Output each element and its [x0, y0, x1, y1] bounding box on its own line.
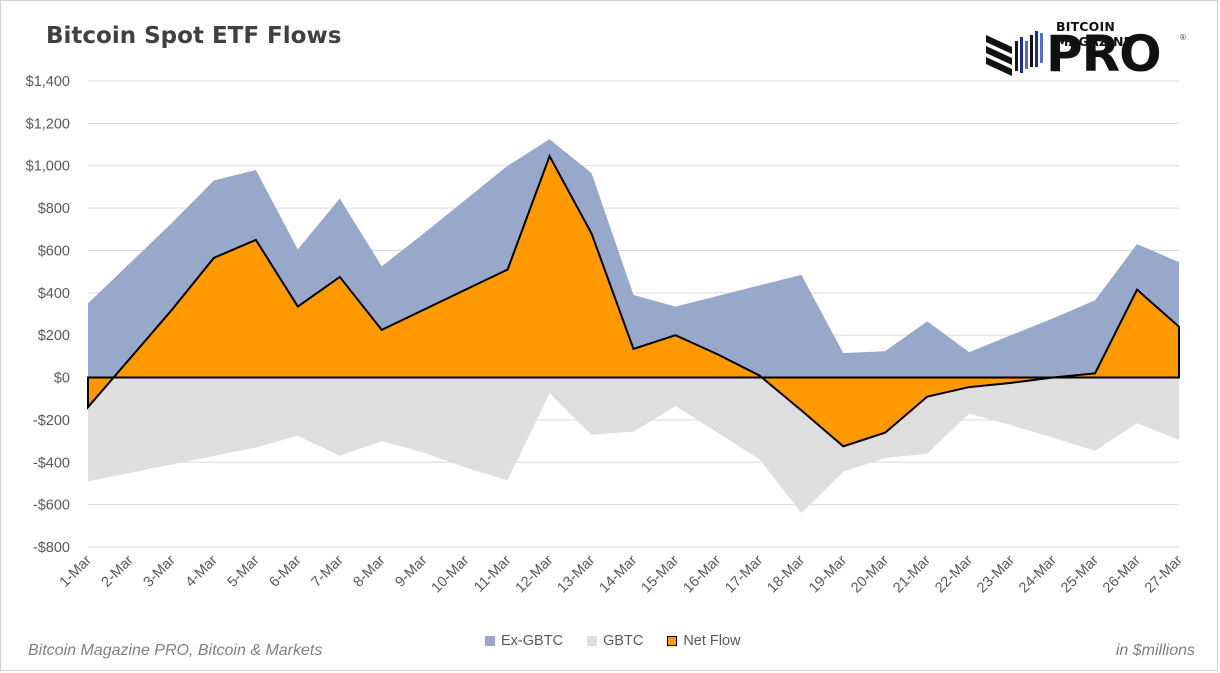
x-tick-label: 18-Mar [764, 552, 808, 596]
area-series [87, 139, 1180, 514]
y-tick-label: -$400 [33, 455, 70, 471]
legend-label-net-flow: Net Flow [683, 633, 741, 649]
legend-item-ex-gbtc: Ex-GBTC [485, 633, 563, 649]
legend-swatch-ex-gbtc [485, 636, 495, 646]
x-tick-label: 11-Mar [471, 552, 514, 595]
y-tick-label: -$200 [33, 413, 70, 429]
chart-plot: $1,400 $1,200 $1,000 $800 $600 $400 $200 $0 -$20… [26, 74, 1186, 596]
x-tick-label: 24-Mar [1016, 552, 1060, 596]
x-tick-label: 1-Mar [57, 552, 95, 590]
legend-label-gbtc: GBTC [603, 633, 644, 649]
y-tick-label: $800 [38, 201, 70, 217]
logo-registered-mark: ® [1180, 33, 1186, 42]
x-tick-label: 13-Mar [555, 552, 599, 596]
source-note: Bitcoin Magazine PRO, Bitcoin & Markets [28, 642, 323, 659]
bitcoin-magazine-pro-logo: BITCOIN MAGAZINE PRO ® [984, 17, 1189, 81]
x-tick-label: 20-Mar [848, 552, 892, 596]
y-tick-label: -$600 [33, 498, 70, 514]
legend-swatch-gbtc [587, 636, 598, 646]
x-tick-label: 14-Mar [597, 552, 641, 596]
y-tick-label: $1,200 [26, 116, 70, 132]
x-tick-label: 15-Mar [638, 552, 682, 596]
legend-label-ex-gbtc: Ex-GBTC [501, 633, 564, 649]
x-tick-label: 5-Mar [225, 552, 263, 590]
x-tick-label: 6-Mar [267, 552, 305, 590]
legend-swatch-net-flow [667, 636, 678, 646]
y-tick-label: $400 [38, 286, 70, 302]
x-tick-label: 19-Mar [806, 552, 850, 596]
x-tick-label: 12-Mar [513, 552, 557, 596]
chart-legend: Ex-GBTC GBTC Net Flow [485, 633, 741, 649]
y-tick-label: $0 [54, 371, 70, 387]
y-tick-label: -$800 [33, 540, 70, 556]
units-note: in $millions [1115, 642, 1195, 659]
x-tick-label: 22-Mar [932, 552, 976, 596]
x-tick-label: 16-Mar [680, 552, 724, 596]
y-tick-label: $1,400 [26, 74, 70, 90]
logo-wordmark: PRO [1046, 25, 1162, 83]
logo-subtitle: BITCOIN MAGAZINE [1056, 19, 1133, 49]
x-tick-label: 25-Mar [1058, 552, 1102, 596]
x-tick-label: 2-Mar [99, 552, 137, 590]
y-tick-label: $600 [38, 243, 70, 259]
x-tick-label: 4-Mar [183, 552, 221, 590]
x-tick-label: 21-Mar [890, 552, 934, 596]
area-gbtc [88, 377, 1179, 514]
y-tick-label: $200 [38, 328, 70, 344]
legend-item-gbtc: GBTC [587, 633, 643, 649]
y-tick-label: $1,000 [26, 159, 70, 175]
logo-mark-icon [986, 31, 1043, 76]
x-tick-label: 10-Mar [429, 552, 473, 596]
x-tick-label: 27-Mar [1142, 552, 1186, 596]
x-tick-label: 9-Mar [392, 552, 430, 590]
x-tick-label: 3-Mar [141, 552, 179, 590]
x-tick-label: 17-Mar [722, 552, 766, 596]
x-tick-label: 8-Mar [350, 552, 388, 590]
x-tick-label: 26-Mar [1100, 552, 1144, 596]
x-tick-label: 23-Mar [974, 552, 1018, 596]
chart-title: Bitcoin Spot ETF Flows [46, 23, 342, 49]
x-tick-label: 7-Mar [309, 552, 347, 590]
legend-item-net-flow: Net Flow [667, 633, 741, 649]
